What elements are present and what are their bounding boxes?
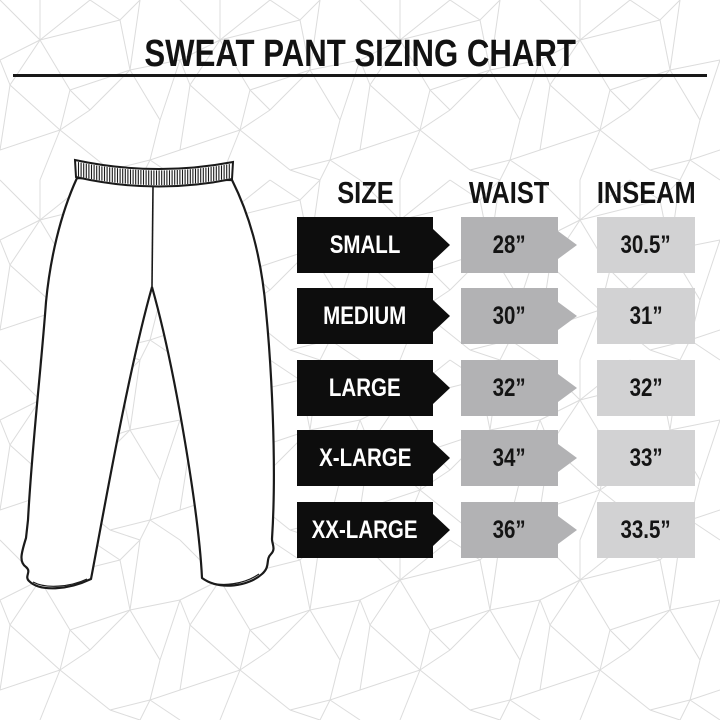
waist-value-text: 32” [492,373,527,402]
waist-value-text: 28” [492,230,527,259]
size-badge-label: SMALL [329,230,401,259]
size-badge-medium: MEDIUM [297,288,450,344]
pants-body-outline [20,176,275,590]
inseam-value-large: 32” [597,360,695,416]
waist-value-text: 34” [492,443,527,472]
waist-value-text: 36” [492,515,527,544]
pants-center-seam [151,186,154,287]
column-header-inseam-text: INSEAM [596,175,696,210]
column-header-size-text: SIZE [336,175,394,210]
size-badge-label: XX-LARGE [312,515,418,544]
size-badge-small: SMALL [297,217,450,273]
column-header-waist: WAIST [431,175,588,211]
inseam-value-text: 31” [629,301,663,330]
size-badge-x-large: X-LARGE [297,430,450,486]
page-title-text: SWEAT PANT SIZING CHART [144,33,576,75]
inseam-value-medium: 31” [597,288,695,344]
inseam-value-small: 30.5” [597,217,695,273]
inseam-value-x-large: 33” [597,430,695,486]
cuff-detail-right [204,573,260,586]
size-badge-label: MEDIUM [323,301,407,330]
inseam-value-text: 30.5” [620,230,672,259]
inseam-value-text: 33” [629,443,663,472]
inseam-value-text: 32” [629,373,663,402]
column-header-size: SIZE [277,175,453,211]
size-badge-xx-large: XX-LARGE [297,502,450,558]
size-badge-label: LARGE [329,373,401,402]
title-underline [13,74,707,77]
waist-value-xx-large: 36” [461,502,577,558]
column-header-inseam: INSEAM [567,175,720,211]
waist-value-text: 30” [492,301,527,330]
waist-value-medium: 30” [461,288,577,344]
size-badge-label: X-LARGE [318,443,412,472]
column-header-waist-text: WAIST [469,175,550,210]
page-title: SWEAT PANT SIZING CHART [0,33,720,76]
inseam-value-text: 33.5” [620,515,672,544]
inseam-value-xx-large: 33.5” [597,502,695,558]
waist-value-large: 32” [461,360,577,416]
waistband-ribbing [77,162,230,186]
cuff-detail-left [32,578,88,587]
size-badge-large: LARGE [297,360,450,416]
waist-value-x-large: 34” [461,430,577,486]
waist-value-small: 28” [461,217,577,273]
sweatpants-illustration [20,158,275,590]
